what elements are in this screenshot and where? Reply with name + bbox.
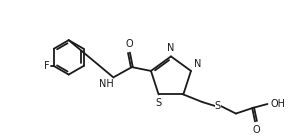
Text: F: F xyxy=(44,61,50,71)
Text: S: S xyxy=(156,98,162,108)
Text: NH: NH xyxy=(99,79,114,89)
Text: N: N xyxy=(194,59,201,69)
Text: N: N xyxy=(167,43,175,53)
Text: S: S xyxy=(215,101,221,111)
Text: O: O xyxy=(125,39,133,49)
Text: OH: OH xyxy=(270,99,285,109)
Text: O: O xyxy=(252,125,260,135)
